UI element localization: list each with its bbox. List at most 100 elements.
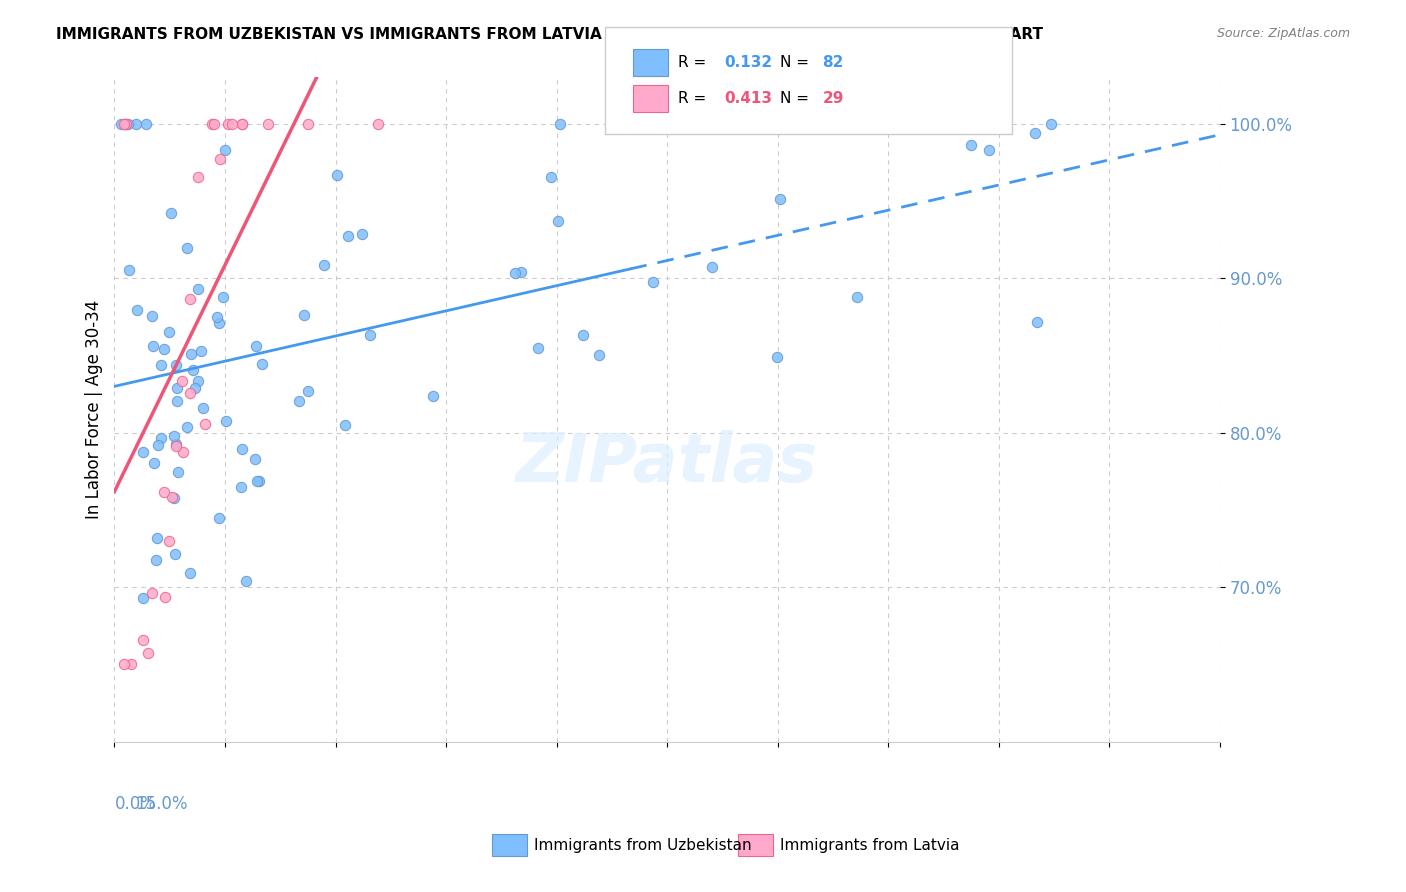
Point [114, 117, 136, 131]
Point [623, 120, 645, 135]
Point [132, 445, 155, 459]
Text: R =: R = [678, 55, 711, 70]
Point [977, 143, 1000, 157]
Point [165, 359, 187, 373]
Point [209, 152, 232, 166]
Point [231, 117, 253, 131]
Point [165, 439, 187, 453]
Point [292, 308, 315, 322]
Point [297, 384, 319, 398]
Point [246, 474, 269, 488]
Point [125, 302, 148, 317]
Point [211, 290, 233, 304]
Point [117, 117, 139, 131]
Point [202, 117, 225, 131]
Point [117, 262, 139, 277]
Point [153, 485, 176, 500]
Point [201, 117, 224, 131]
Text: N =: N = [780, 55, 814, 70]
Point [141, 586, 163, 600]
Text: 82: 82 [823, 55, 844, 70]
Point [166, 381, 188, 395]
Point [312, 258, 335, 272]
Point [187, 169, 209, 184]
Point [588, 348, 610, 362]
Text: ZIPatlas: ZIPatlas [516, 430, 818, 496]
Text: N =: N = [780, 91, 814, 105]
Text: 29: 29 [823, 91, 844, 105]
Point [135, 117, 157, 131]
Point [297, 117, 319, 131]
Point [245, 339, 267, 353]
Point [208, 316, 231, 330]
Point [1024, 126, 1046, 140]
Point [165, 547, 187, 561]
Point [159, 206, 181, 220]
Point [179, 386, 201, 401]
Point [142, 339, 165, 353]
Point [149, 432, 172, 446]
Text: 15.0%: 15.0% [135, 795, 188, 813]
Point [187, 282, 209, 296]
Point [1039, 117, 1062, 131]
Point [149, 359, 172, 373]
Point [125, 117, 148, 131]
Point [162, 490, 184, 504]
Point [136, 647, 159, 661]
Point [547, 213, 569, 227]
Point [163, 429, 186, 443]
Point [422, 389, 444, 403]
Point [145, 552, 167, 566]
Point [146, 438, 169, 452]
Point [112, 117, 135, 131]
Point [115, 117, 138, 131]
Point [959, 137, 981, 152]
Point [176, 241, 198, 255]
Point [166, 394, 188, 409]
Text: Immigrants from Latvia: Immigrants from Latvia [780, 838, 960, 853]
Point [214, 414, 236, 428]
Point [179, 566, 201, 581]
Point [367, 117, 389, 131]
Point [243, 451, 266, 466]
Point [110, 117, 132, 131]
Point [509, 265, 531, 279]
Point [993, 117, 1015, 131]
Text: 0.132: 0.132 [724, 55, 772, 70]
Point [194, 417, 217, 431]
Point [769, 192, 792, 206]
Point [167, 465, 190, 479]
Point [145, 531, 167, 545]
Point [153, 590, 176, 604]
Point [179, 292, 201, 306]
Point [205, 310, 228, 325]
Point [359, 328, 381, 343]
Text: Source: ZipAtlas.com: Source: ZipAtlas.com [1216, 27, 1350, 40]
Point [1026, 315, 1049, 329]
Point [132, 591, 155, 605]
Point [180, 347, 202, 361]
Point [120, 657, 142, 672]
Text: 0.0%: 0.0% [114, 795, 156, 813]
Point [172, 445, 194, 459]
Point [170, 374, 193, 388]
Point [700, 260, 723, 275]
Y-axis label: In Labor Force | Age 30-34: In Labor Force | Age 30-34 [86, 300, 103, 519]
Point [333, 417, 356, 432]
Point [766, 350, 789, 364]
Point [190, 343, 212, 358]
Point [157, 534, 180, 549]
Text: R =: R = [678, 91, 711, 105]
Text: IMMIGRANTS FROM UZBEKISTAN VS IMMIGRANTS FROM LATVIA IN LABOR FORCE | AGE 30-34 : IMMIGRANTS FROM UZBEKISTAN VS IMMIGRANTS… [56, 27, 1043, 43]
Point [256, 117, 278, 131]
Point [252, 357, 274, 371]
Point [287, 394, 309, 409]
Point [114, 117, 136, 131]
Point [845, 290, 868, 304]
Point [112, 657, 135, 672]
Point [153, 342, 176, 356]
Point [235, 574, 257, 588]
Point [184, 381, 207, 395]
Point [165, 437, 187, 451]
Point [229, 480, 252, 494]
